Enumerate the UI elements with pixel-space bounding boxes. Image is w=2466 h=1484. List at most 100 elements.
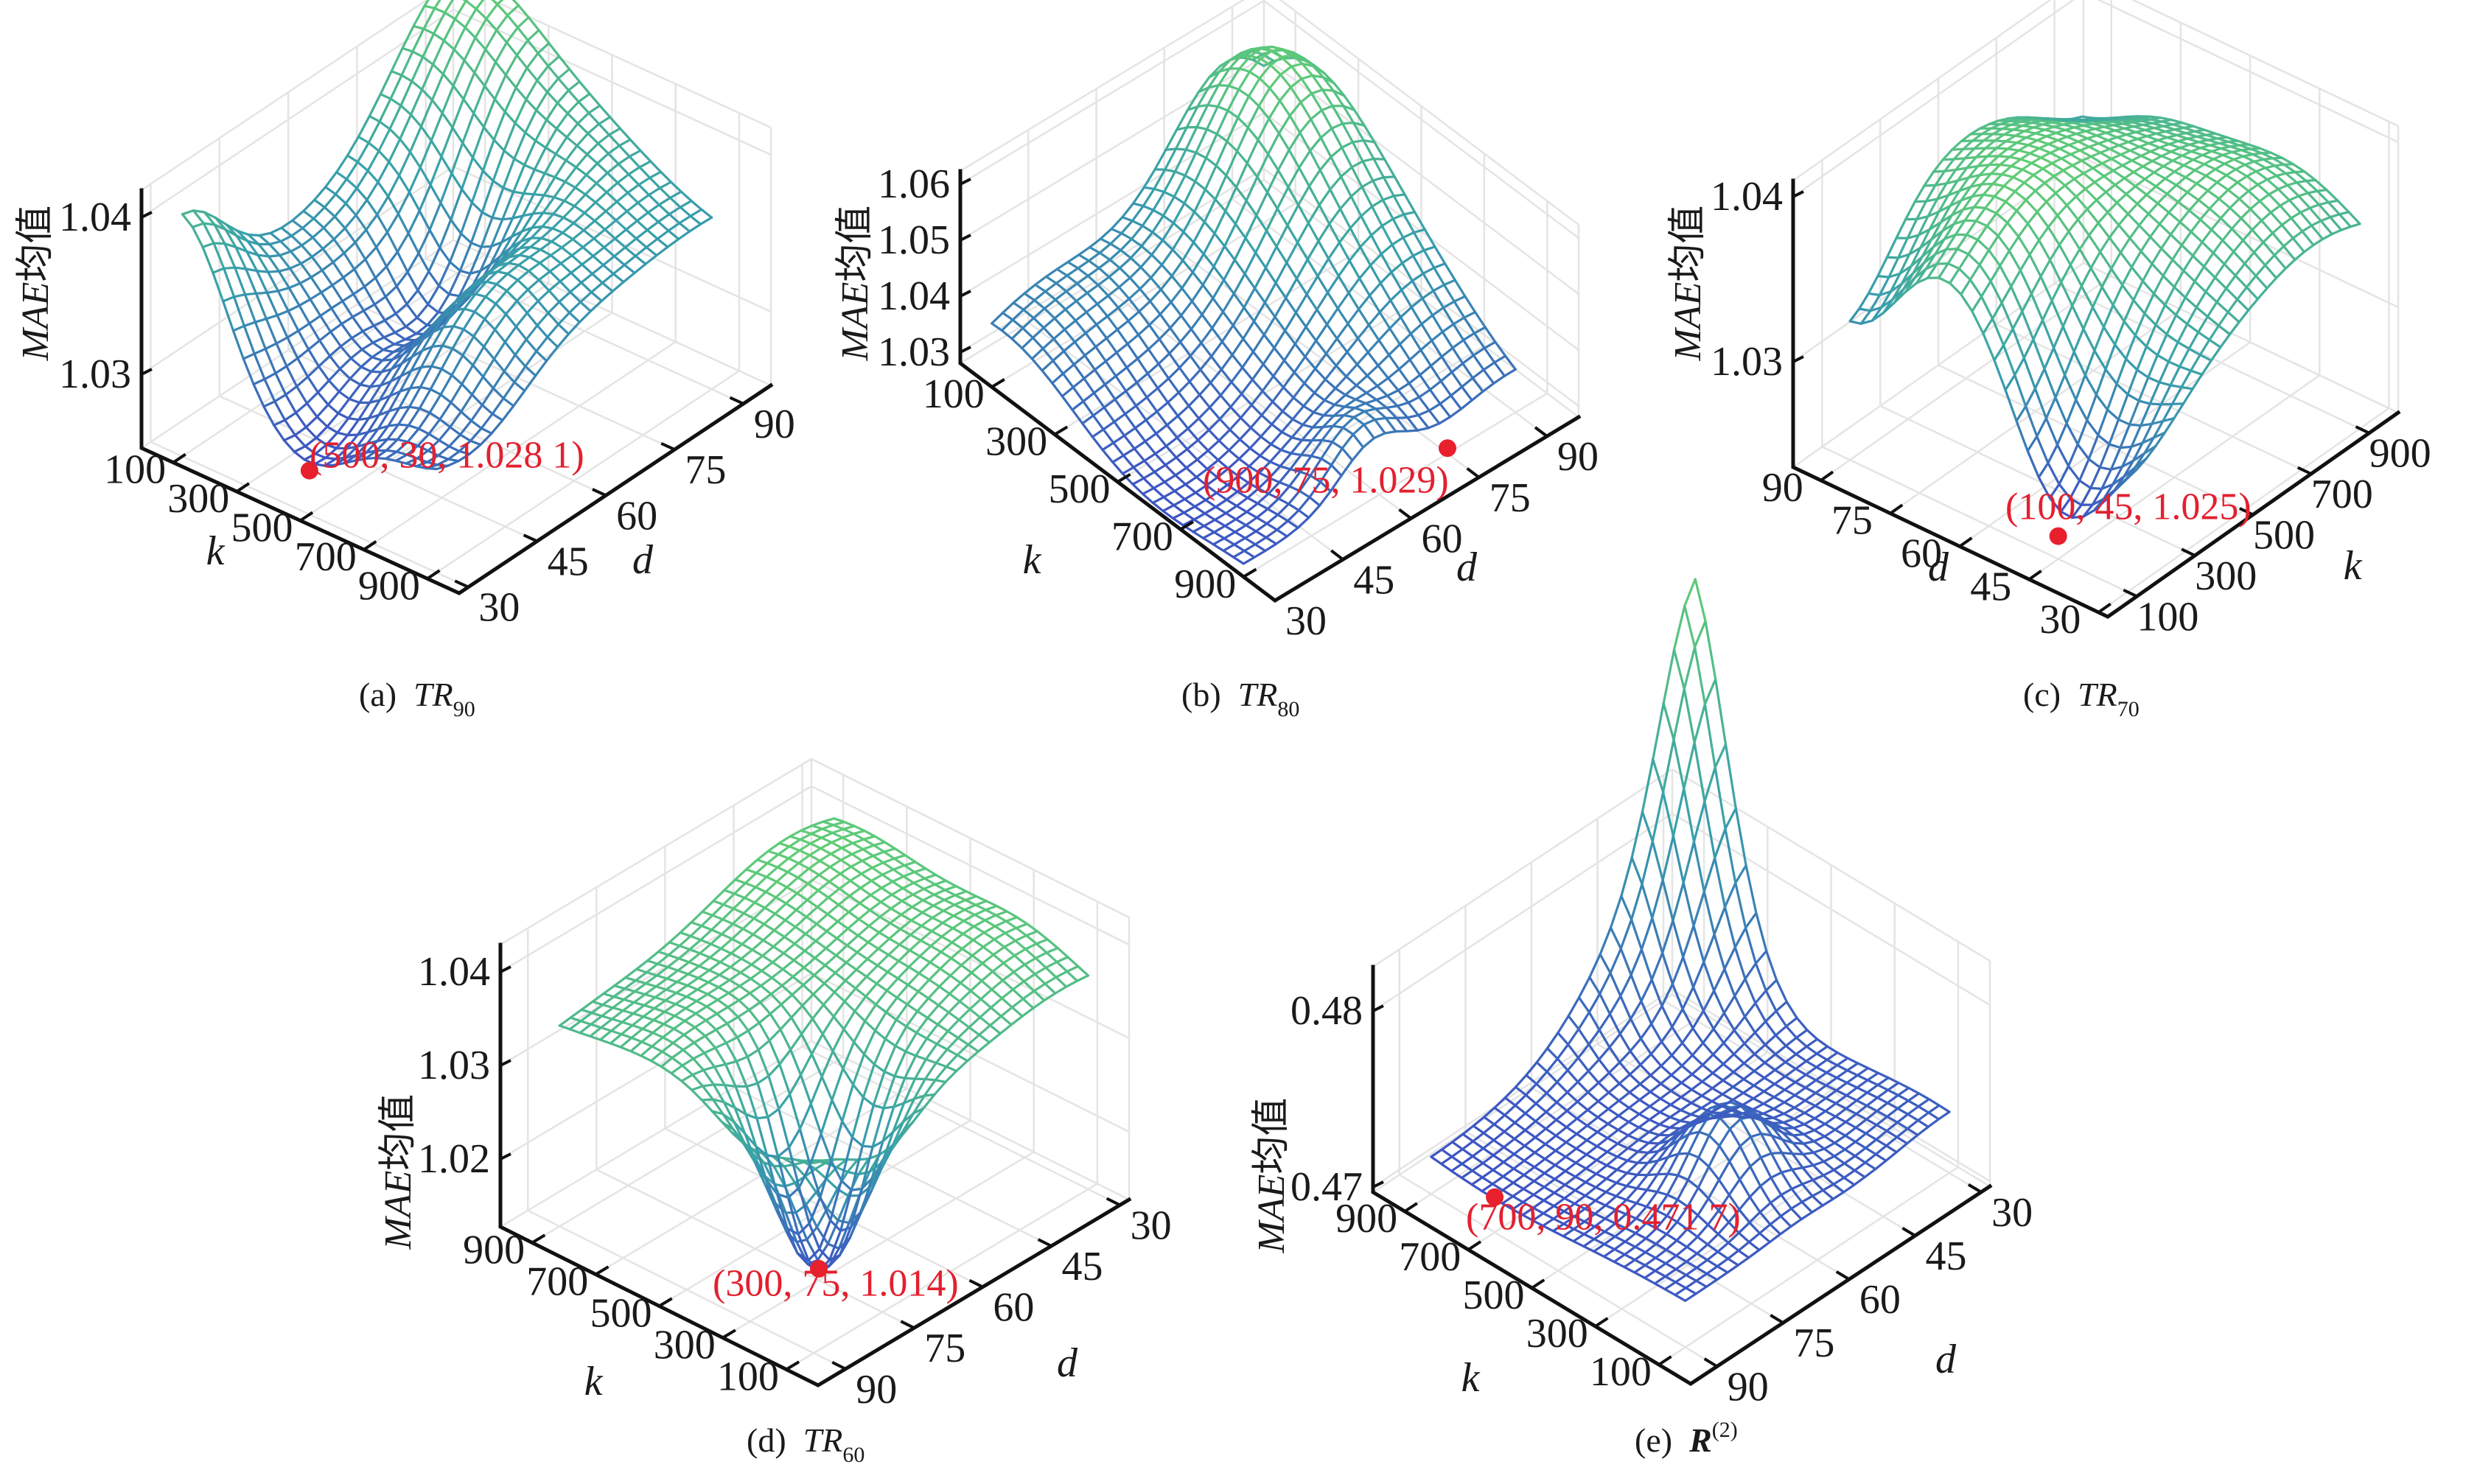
- mesh-segment: [932, 898, 946, 907]
- mesh-segment: [1450, 362, 1464, 374]
- mesh-segment: [2186, 191, 2200, 201]
- mesh-segment: [1256, 502, 1269, 511]
- mesh-segment: [300, 236, 314, 247]
- mesh-segment: [782, 952, 795, 962]
- mesh-segment: [1103, 406, 1116, 424]
- mesh-segment: [1328, 223, 1341, 244]
- mesh-segment: [601, 255, 616, 267]
- mesh-segment: [961, 925, 976, 935]
- mesh-segment: [1161, 239, 1174, 251]
- mesh-segment: [1401, 254, 1415, 265]
- mesh-segment: [2112, 169, 2126, 180]
- mesh-segment: [2140, 154, 2154, 163]
- mesh-segment: [1276, 148, 1290, 172]
- mesh-segment: [1973, 139, 1985, 150]
- mesh-segment: [822, 971, 837, 985]
- mesh-segment: [1131, 205, 1145, 223]
- mesh-segment: [893, 1050, 907, 1078]
- mesh-segment: [1233, 543, 1246, 553]
- mesh-segment: [1185, 105, 1199, 129]
- mesh-segment: [433, 7, 447, 14]
- mesh-segment: [307, 365, 321, 378]
- mesh-segment: [2072, 178, 2087, 190]
- mesh-segment: [995, 904, 1008, 913]
- mesh-segment: [616, 181, 629, 195]
- mesh-segment: [559, 280, 572, 293]
- mesh-segment: [2159, 116, 2173, 122]
- mesh-segment: [1413, 211, 1426, 231]
- mesh-segment: [1117, 286, 1131, 301]
- mesh-segment: [2156, 192, 2168, 205]
- wall-edge: [811, 1040, 1130, 1201]
- mesh-segment: [959, 981, 972, 993]
- mesh-segment: [419, 385, 432, 391]
- mesh-segment: [802, 984, 815, 996]
- mesh-segment: [2104, 368, 2118, 385]
- mesh-segment: [951, 941, 964, 951]
- mesh-segment: [1331, 424, 1344, 429]
- mesh-segment: [287, 309, 300, 332]
- mesh-segment: [2058, 230, 2070, 246]
- mesh-segment: [913, 870, 926, 880]
- mesh-segment: [1204, 498, 1218, 508]
- mesh-segment: [384, 295, 397, 315]
- mesh-segment: [2299, 211, 2313, 227]
- mesh-segment: [1138, 300, 1152, 313]
- mesh-segment: [2053, 346, 2067, 377]
- mesh-segment: [2175, 296, 2187, 317]
- mesh-segment: [381, 351, 395, 362]
- mesh-segment: [479, 245, 493, 273]
- mesh-segment: [1363, 418, 1377, 426]
- mesh-segment: [645, 237, 659, 249]
- mesh-segment: [382, 349, 395, 354]
- mesh-segment: [775, 1192, 790, 1199]
- mesh-segment: [1235, 150, 1248, 164]
- mesh-segment: [517, 256, 531, 267]
- mesh-segment: [474, 280, 488, 295]
- mesh-segment: [1213, 232, 1226, 248]
- mesh-segment: [1012, 301, 1025, 311]
- mesh-segment: [946, 1029, 960, 1040]
- mesh-segment: [1381, 195, 1395, 201]
- mesh-segment: [1313, 391, 1326, 402]
- mesh-segment: [1086, 267, 1100, 277]
- mesh-segment: [460, 156, 475, 191]
- mesh-segment: [862, 1053, 876, 1066]
- mesh-segment: [788, 1093, 802, 1130]
- panel-c-gridlines: [1792, 0, 2400, 614]
- mesh-segment: [1117, 297, 1131, 309]
- mesh-segment: [932, 904, 945, 912]
- mesh-segment: [1042, 317, 1056, 329]
- mesh-segment: [1357, 308, 1370, 326]
- mesh-segment: [2077, 140, 2091, 148]
- mesh-segment: [1329, 474, 1343, 493]
- mesh-segment: [1243, 306, 1256, 323]
- mesh-segment: [505, 279, 520, 293]
- mesh-segment: [1359, 245, 1372, 267]
- mesh-segment: [982, 925, 996, 934]
- mesh-segment: [1969, 127, 1982, 136]
- mesh-segment: [522, 168, 537, 195]
- mesh-segment: [1077, 965, 1090, 977]
- mesh-segment: [1108, 267, 1122, 279]
- mesh-segment: [296, 348, 310, 360]
- mesh-segment: [618, 127, 632, 141]
- mesh-segment: [1186, 438, 1200, 451]
- d-tick-mark: [1958, 536, 1973, 548]
- mesh-segment: [2141, 436, 2155, 444]
- mesh-segment: [829, 1219, 842, 1233]
- mesh-segment: [1095, 315, 1109, 326]
- mesh-segment: [1342, 105, 1355, 125]
- mesh-segment: [1359, 234, 1373, 248]
- mesh-segment: [886, 959, 901, 973]
- k-tick-label: 500: [1049, 466, 1111, 512]
- mesh-segment: [517, 264, 531, 273]
- mesh-segment: [353, 258, 367, 270]
- mesh-segment: [1247, 472, 1261, 484]
- mesh-segment: [2106, 408, 2120, 421]
- mesh-segment: [1195, 125, 1209, 130]
- mesh-segment: [378, 120, 391, 130]
- mesh-segment: [1330, 463, 1343, 477]
- mesh-segment: [971, 945, 985, 957]
- mesh-segment: [1323, 387, 1337, 402]
